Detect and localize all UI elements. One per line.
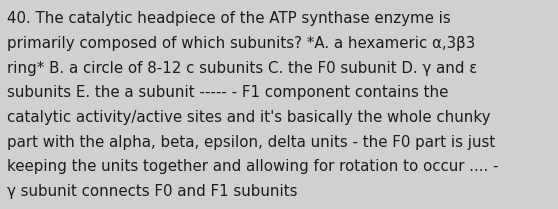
- Text: catalytic activity/active sites and it's basically the whole chunky: catalytic activity/active sites and it's…: [7, 110, 490, 125]
- Text: part with the alpha, beta, epsilon, delta units - the F0 part is just: part with the alpha, beta, epsilon, delt…: [7, 135, 496, 150]
- Text: primarily composed of which subunits? *A. a hexameric α,3β3: primarily composed of which subunits? *A…: [7, 36, 475, 51]
- Text: ring* B. a circle of 8-12 c subunits C. the F0 subunit D. γ and ε: ring* B. a circle of 8-12 c subunits C. …: [7, 61, 478, 76]
- Text: subunits E. the a subunit ----- - F1 component contains the: subunits E. the a subunit ----- - F1 com…: [7, 85, 449, 101]
- Text: 40. The catalytic headpiece of the ATP synthase enzyme is: 40. The catalytic headpiece of the ATP s…: [7, 11, 451, 27]
- Text: γ subunit connects F0 and F1 subunits: γ subunit connects F0 and F1 subunits: [7, 184, 298, 199]
- Text: keeping the units together and allowing for rotation to occur .... -: keeping the units together and allowing …: [7, 159, 499, 175]
